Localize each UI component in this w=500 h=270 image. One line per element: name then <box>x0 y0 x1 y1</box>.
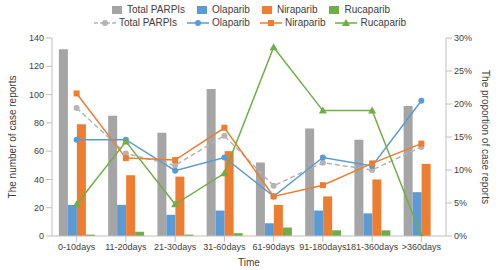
svg-text:30%: 30% <box>454 33 472 43</box>
svg-text:0%: 0% <box>454 231 467 241</box>
html-text:Olaparib: Olaparib <box>212 4 250 15</box>
html-text:Rucaparib: Rucaparib <box>344 4 391 15</box>
svg-text:181-360days: 181-360days <box>346 242 399 252</box>
svg-text:5%: 5% <box>454 198 467 208</box>
html-text:Rucaparib: Rucaparib <box>360 17 407 28</box>
svg-text:80: 80 <box>34 118 44 128</box>
svg-text:140: 140 <box>29 33 44 43</box>
svg-text:15%: 15% <box>454 132 472 142</box>
svg-text:Time: Time <box>238 257 260 268</box>
svg-text:31-60days: 31-60days <box>203 242 246 252</box>
svg-text:0: 0 <box>39 231 44 241</box>
svg-text:100: 100 <box>29 90 44 100</box>
html-text:Total PARPIs: Total PARPIs <box>118 17 178 28</box>
html-text:Niraparib: Niraparib <box>276 4 318 15</box>
svg-text:120: 120 <box>29 61 44 71</box>
html-text:Total PARPIs: Total PARPIs <box>126 4 186 15</box>
svg-text:61-90days: 61-90days <box>253 242 296 252</box>
svg-text:>360days: >360days <box>402 242 442 252</box>
svg-text:20: 20 <box>34 203 44 213</box>
html-text:Olaparib: Olaparib <box>212 17 250 28</box>
svg-text:10%: 10% <box>454 165 472 175</box>
html-text:Niraparib: Niraparib <box>284 17 326 28</box>
svg-text:40: 40 <box>34 175 44 185</box>
svg-text:11-20days: 11-20days <box>105 242 147 252</box>
svg-text:60: 60 <box>34 146 44 156</box>
svg-text:The number of case reports: The number of case reports <box>8 76 18 199</box>
svg-text:0-10days: 0-10days <box>58 242 96 252</box>
svg-text:91-180days: 91-180days <box>299 242 347 252</box>
svg-text:25%: 25% <box>454 66 472 76</box>
svg-text:20%: 20% <box>454 99 472 109</box>
svg-text:21-30days: 21-30days <box>154 242 197 252</box>
svg-text:The proportion of case reports: The proportion of case reports <box>480 70 491 204</box>
